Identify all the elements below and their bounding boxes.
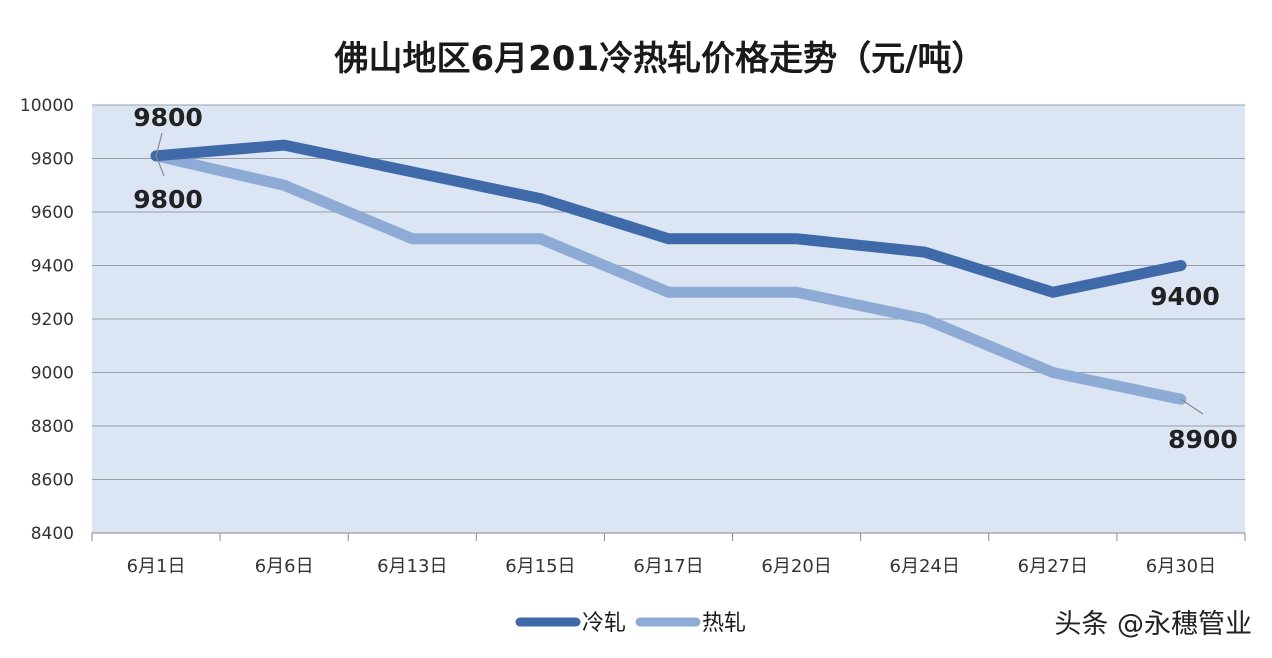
data-label: 8900 (1168, 425, 1238, 454)
legend-label-0: 冷轧 (582, 611, 626, 636)
gridlines (92, 104, 1245, 534)
x-tick-label: 6月20日 (761, 556, 831, 577)
y-tick-label: 8400 (31, 524, 74, 544)
x-tick-label: 6月17日 (633, 556, 703, 577)
x-tick-label: 6月1日 (127, 556, 186, 577)
watermark-text: 头条 @永穗管业 (1054, 609, 1252, 640)
legend-label-1: 热轧 (702, 611, 746, 636)
y-tick-label: 9400 (31, 257, 74, 277)
y-tick-label: 9000 (31, 364, 74, 384)
series-lines (150, 139, 1187, 405)
x-tick-label: 6月6日 (255, 556, 314, 577)
y-tick-label: 8800 (31, 417, 74, 437)
x-tick-label: 6月15日 (505, 556, 575, 577)
leader-line (155, 155, 165, 177)
leader-line (1180, 398, 1204, 415)
x-tick-label: 6月27日 (1018, 556, 1088, 577)
x-tick-label: 6月13日 (377, 556, 447, 577)
series-line-0 (150, 139, 1187, 298)
x-axis: 6月1日 6月6日 6月13日 6月15日 6月17日 6月20日 6月24日 6月27日 6月… (91, 533, 1246, 577)
data-label: 9800 (133, 185, 203, 214)
data-labels: 9800 9800 9400 8900 (133, 103, 1237, 454)
data-label: 9800 (133, 103, 203, 132)
y-tick-label: 9600 (31, 203, 74, 223)
y-tick-label: 9200 (31, 310, 74, 330)
y-tick-label: 9800 (31, 150, 74, 170)
leader-line (155, 132, 163, 156)
y-tick-label: 10000 (20, 96, 74, 116)
chart-title: 佛山地区6月201冷热轧价格走势（元/吨） (333, 39, 985, 79)
data-label: 9400 (1150, 282, 1220, 311)
y-tick-label: 8600 (31, 471, 74, 491)
legend: 冷轧 热轧 (515, 611, 746, 636)
y-axis: 10000 9800 9600 9400 9200 9000 8800 8600 8400 (20, 96, 74, 544)
x-tick-label: 6月24日 (890, 556, 960, 577)
x-tick-label: 6月30日 (1146, 556, 1216, 577)
series-line-1 (150, 150, 1187, 405)
